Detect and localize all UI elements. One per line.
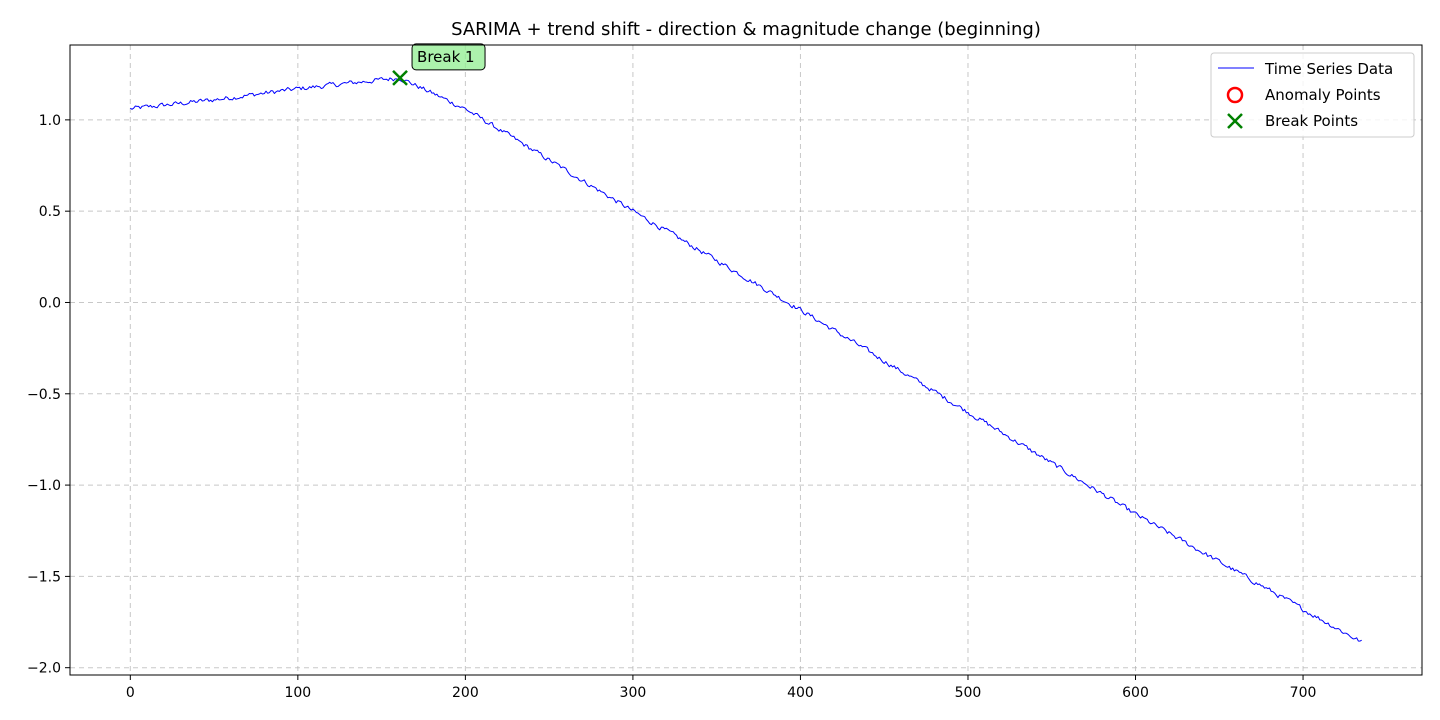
legend-label-anomaly: Anomaly Points: [1265, 86, 1381, 104]
x-tick-label: 0: [126, 685, 135, 701]
y-tick-label: −1.0: [27, 478, 61, 494]
y-tick-label: −0.5: [27, 387, 61, 403]
x-tick-label: 200: [452, 685, 479, 701]
x-tick-label: 500: [955, 685, 982, 701]
x-tick-label: 300: [620, 685, 647, 701]
y-tick-label: 0.5: [39, 204, 61, 220]
series-layer: [130, 77, 1362, 642]
y-tick-label: −1.5: [27, 569, 61, 585]
y-axis: −2.0 −1.5 −1.0 −0.5 0.0 0.5 1.0: [27, 113, 70, 677]
series-line: [130, 77, 1362, 642]
legend-label-break: Break Points: [1265, 112, 1358, 130]
chart-title: SARIMA + trend shift - direction & magni…: [451, 19, 1041, 40]
break-label: Break 1: [417, 48, 475, 66]
y-tick-label: 1.0: [39, 113, 61, 129]
x-axis: 0 100 200 300 400 500 600 700: [126, 675, 1317, 701]
markers-layer: Break 1: [392, 43, 486, 86]
legend-label-series: Time Series Data: [1264, 60, 1393, 78]
x-tick-label: 400: [787, 685, 814, 701]
grid: [70, 45, 1422, 675]
legend-anomaly-swatch: [1226, 86, 1244, 104]
legend-break-swatch: [1227, 113, 1243, 129]
break-point-marker: [392, 69, 408, 86]
x-tick-label: 100: [284, 685, 311, 701]
y-tick-label: −2.0: [27, 661, 61, 677]
break-label-box: [411, 43, 486, 71]
y-tick-label: 0.0: [39, 295, 61, 311]
plot-frame: [69, 44, 1423, 676]
legend: Time Series Data Anomaly Points Break Po…: [1210, 52, 1415, 138]
x-tick-label: 700: [1290, 685, 1317, 701]
legend-box: [1210, 52, 1415, 138]
x-tick-label: 600: [1122, 685, 1149, 701]
